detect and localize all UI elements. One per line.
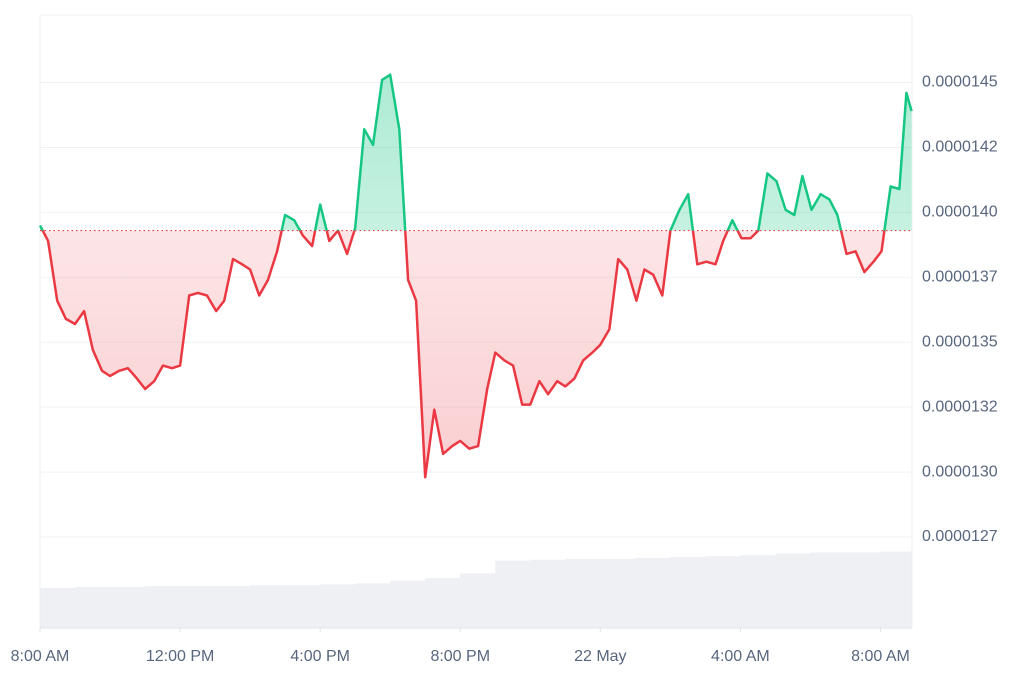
volume-bar xyxy=(355,583,391,628)
volume-bar xyxy=(775,553,811,628)
volume-bar xyxy=(40,587,76,628)
volume-bar xyxy=(110,587,146,628)
x-tick-label: 8:00 AM xyxy=(11,648,70,665)
volume-bar xyxy=(495,560,531,628)
volume-bar xyxy=(145,586,181,628)
y-tick-label: 0.0000132 xyxy=(922,398,998,415)
volume-bar xyxy=(390,580,426,628)
x-tick-label: 4:00 PM xyxy=(290,648,350,665)
x-tick-label: 22 May xyxy=(574,648,626,665)
volume-bar xyxy=(565,558,601,628)
volume-bar xyxy=(530,559,566,628)
volume-bar xyxy=(215,586,251,628)
volume-bar xyxy=(250,585,286,628)
volume-bar xyxy=(75,587,111,628)
volume-bar xyxy=(740,555,776,628)
volume-bar xyxy=(285,585,321,628)
volume-bar xyxy=(635,557,671,628)
volume-bar xyxy=(180,586,216,628)
volume-bar xyxy=(810,552,846,628)
y-tick-label: 0.0000127 xyxy=(922,528,998,545)
x-tick-label: 4:00 AM xyxy=(711,648,770,665)
volume-bar xyxy=(600,558,636,628)
y-tick-label: 0.0000145 xyxy=(922,74,998,91)
y-tick-label: 0.0000135 xyxy=(922,333,998,350)
area-down xyxy=(42,230,885,478)
y-tick-label: 0.0000142 xyxy=(922,139,998,156)
x-tick-label: 8:00 PM xyxy=(430,648,490,665)
x-tick-label: 8:00 AM xyxy=(851,648,910,665)
volume-bar xyxy=(845,552,881,628)
volume-bar xyxy=(460,573,496,628)
volume-bar xyxy=(320,584,356,628)
x-tick-label: 12:00 PM xyxy=(146,648,214,665)
volume-bar xyxy=(425,577,461,628)
y-tick-label: 0.0000130 xyxy=(922,463,998,480)
volume-bar xyxy=(705,556,741,628)
area-up xyxy=(40,74,912,231)
volume-bar xyxy=(880,551,912,628)
volume-bar xyxy=(670,557,706,628)
y-tick-label: 0.0000140 xyxy=(922,204,998,221)
y-tick-label: 0.0000137 xyxy=(922,269,998,286)
price-line-down xyxy=(41,230,886,479)
price-line-up xyxy=(38,73,913,231)
